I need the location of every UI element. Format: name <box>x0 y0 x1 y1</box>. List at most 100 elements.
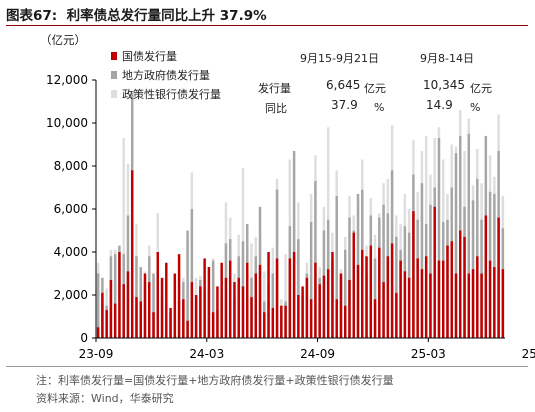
bar-treasury <box>314 262 317 338</box>
x-tick-label: 23-09 <box>79 347 114 361</box>
summary-row-2-value-2: 14.9 <box>426 98 453 112</box>
bar-local-gov <box>271 273 275 338</box>
y-tick-label: 0 <box>80 331 88 345</box>
bar-treasury <box>169 307 172 338</box>
y-unit-label: （亿元） <box>40 33 86 47</box>
summary-row-2-unit-1: % <box>374 101 385 114</box>
bar-treasury <box>160 277 164 338</box>
bar-treasury <box>292 252 296 338</box>
bar-treasury <box>467 273 471 338</box>
bar-treasury <box>403 271 407 338</box>
bar-local-gov <box>113 254 117 338</box>
bar-treasury <box>450 241 453 338</box>
bar-local-gov <box>211 260 215 338</box>
bar-treasury <box>335 299 338 338</box>
bar-treasury <box>190 282 194 338</box>
summary-period-2: 9月8-14日 <box>420 52 474 65</box>
bar-treasury <box>454 273 458 338</box>
legend-item-policy-bank: 政策性银行债发行量 <box>111 84 221 103</box>
y-tick-label: 8,000 <box>54 159 88 173</box>
y-tick-label: 12,000 <box>46 73 88 87</box>
bar-treasury <box>322 275 326 338</box>
bar-local-gov <box>297 239 300 338</box>
bar-treasury <box>101 292 104 338</box>
bar-treasury <box>484 215 488 338</box>
summary-row-1-unit-1: 亿元 <box>364 82 386 95</box>
bar-treasury <box>271 307 275 338</box>
bar-treasury <box>233 282 236 338</box>
legend-swatch-local-gov <box>111 70 117 79</box>
bar-group <box>96 90 505 339</box>
footnote-source: 资料来源：Wind，华泰研究 <box>36 392 174 405</box>
bar-treasury <box>148 282 151 338</box>
bar-treasury <box>246 262 249 338</box>
y-tick-label: 10,000 <box>46 116 88 130</box>
bar-treasury <box>220 262 223 338</box>
bar-treasury <box>382 282 385 338</box>
bar-treasury <box>318 284 321 338</box>
bar-local-gov <box>395 236 398 338</box>
bar-treasury <box>143 273 147 338</box>
figure-title-prefix: 图表67: <box>6 8 58 24</box>
bar-local-gov <box>493 193 496 338</box>
bar-treasury <box>407 277 411 338</box>
x-tick-label: 24-03 <box>189 347 224 361</box>
bar-treasury <box>373 299 377 338</box>
bar-local-gov <box>292 150 296 338</box>
bar-treasury <box>275 258 279 338</box>
bar-treasury <box>250 297 253 338</box>
bar-treasury <box>420 269 424 338</box>
bar-treasury <box>424 256 428 338</box>
bar-treasury <box>361 249 364 338</box>
bar-treasury <box>446 245 449 338</box>
bar-treasury <box>211 312 215 338</box>
bar-treasury <box>267 252 270 338</box>
bar-treasury <box>480 273 483 338</box>
bar-treasury <box>263 312 266 338</box>
bar-treasury <box>173 273 177 338</box>
legend-item-treasury: 国债发行量 <box>111 46 221 65</box>
bar-treasury <box>207 267 211 338</box>
bar-treasury <box>96 327 100 338</box>
bar-treasury <box>113 303 117 338</box>
bar-treasury <box>177 254 181 338</box>
bar-treasury <box>194 295 198 338</box>
bar-treasury <box>326 269 330 338</box>
summary-row-2-unit-2: % <box>470 101 481 114</box>
bar-treasury <box>156 252 160 338</box>
bar-treasury <box>203 258 206 338</box>
bar-treasury <box>459 230 462 338</box>
bar-local-gov <box>190 209 194 338</box>
legend-swatch-policy-bank <box>111 89 117 98</box>
bar-treasury <box>429 273 432 338</box>
legend-label-policy-bank: 政策性银行债发行量 <box>122 87 221 101</box>
bar-treasury <box>356 264 360 338</box>
bar-treasury <box>463 236 466 338</box>
bar-local-gov <box>382 204 385 338</box>
summary-row-2-value-1: 37.9 <box>331 98 358 112</box>
summary-row-1-value-1: 6,645 <box>326 78 361 92</box>
bar-treasury <box>105 310 108 338</box>
legend-item-local-gov: 地方政府债发行量 <box>111 65 221 84</box>
bar-local-gov <box>454 153 458 338</box>
bar-treasury <box>493 267 496 338</box>
bar-treasury <box>139 301 142 338</box>
bar-treasury <box>135 297 138 338</box>
legend-swatch-treasury <box>111 51 117 60</box>
bar-local-gov <box>467 133 471 338</box>
bar-treasury <box>399 260 402 338</box>
bar-treasury <box>186 320 189 338</box>
bar-treasury <box>497 217 500 338</box>
bar-treasury <box>199 286 202 338</box>
x-tick-label: 25-03 <box>411 347 446 361</box>
y-tick-label: 6,000 <box>54 202 88 216</box>
bar-policy-bank <box>122 138 125 338</box>
bar-treasury <box>344 305 347 338</box>
bar-local-gov <box>186 230 189 338</box>
bar-treasury <box>109 279 113 338</box>
bar-treasury <box>122 284 125 338</box>
bar-treasury <box>378 247 381 338</box>
footnote-note: 注：利率债发行量=国债发行量+地方政府债发行量+政策性银行债发行量 <box>36 374 394 387</box>
bar-treasury <box>416 258 419 338</box>
bar-treasury <box>309 299 313 338</box>
